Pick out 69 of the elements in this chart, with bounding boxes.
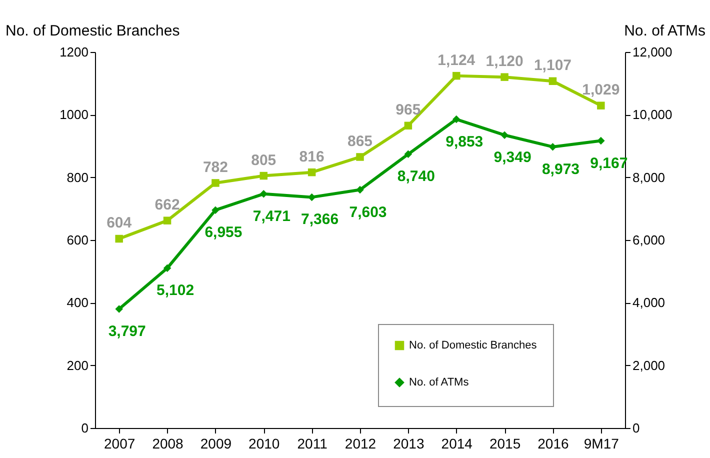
point <box>115 305 123 313</box>
data-label: 865 <box>347 132 373 150</box>
x-tick-label: 2010 <box>248 436 280 452</box>
y2-tick-label: 2,000 <box>632 358 666 373</box>
y2-tick-label: 4,000 <box>632 295 666 310</box>
data-label: 7,471 <box>252 208 290 225</box>
data-label: 1,124 <box>438 52 476 69</box>
data-label: 7,603 <box>349 204 387 221</box>
y2-tick-label: 6,000 <box>632 232 666 248</box>
y2-tick-label: 12,000 <box>632 44 672 60</box>
data-label: 9,853 <box>446 133 484 150</box>
x-tick-label: 9M17 <box>584 436 620 452</box>
y2-tick-label: 8,000 <box>632 170 666 185</box>
data-label: 9,349 <box>494 149 532 166</box>
x-tick-label: 2008 <box>152 436 184 452</box>
legend-label: No. of Domestic Branches <box>409 340 538 352</box>
point <box>356 186 364 194</box>
y-tick-label: 200 <box>66 358 88 373</box>
point <box>308 168 316 176</box>
data-label: 604 <box>106 214 132 232</box>
x-tick-label: 2015 <box>489 436 521 452</box>
point <box>404 122 412 130</box>
x-tick-label: 2014 <box>441 436 473 452</box>
data-label: 782 <box>202 158 228 176</box>
point <box>212 179 220 187</box>
y-tick-label: 400 <box>66 295 88 310</box>
data-label: 1,107 <box>534 57 572 74</box>
point <box>597 136 605 145</box>
y2-axis-title: No. of ATMs <box>624 22 706 40</box>
point <box>404 150 412 158</box>
point <box>356 153 364 161</box>
data-label: 965 <box>396 102 421 119</box>
data-label: 8,973 <box>542 160 580 178</box>
point <box>500 131 508 139</box>
y-tick-label: 800 <box>66 170 88 185</box>
y-tick-label: 1200 <box>60 44 88 60</box>
y2-tick-label: 0 <box>632 420 640 436</box>
data-label: 816 <box>299 148 324 166</box>
data-label: 1,029 <box>582 82 620 99</box>
point <box>115 234 123 243</box>
x-tick-label: 2013 <box>393 436 424 452</box>
point <box>500 73 508 81</box>
data-label: 1,120 <box>486 53 524 70</box>
x-tick-label: 2011 <box>297 436 328 452</box>
y2-tick-label: 10,000 <box>632 107 672 122</box>
point <box>548 77 557 86</box>
point <box>452 115 460 124</box>
data-label: 5,102 <box>156 282 194 300</box>
x-tick-label: 2009 <box>200 436 232 452</box>
legend-label: No. of ATMs <box>409 376 470 388</box>
point <box>597 102 605 110</box>
y-tick-label: 1000 <box>60 107 88 122</box>
point <box>260 172 268 180</box>
data-label: 6,955 <box>204 224 242 242</box>
point <box>452 72 460 80</box>
point <box>163 264 172 272</box>
x-tick-label: 2007 <box>104 436 136 452</box>
data-label: 805 <box>251 152 276 169</box>
point <box>163 216 172 224</box>
data-label: 7,366 <box>301 211 339 228</box>
y-axis-title: No. of Domestic Branches <box>6 22 180 40</box>
y-tick-label: 0 <box>81 420 88 436</box>
data-label: 662 <box>154 196 180 214</box>
x-tick-label: 2016 <box>538 436 570 452</box>
point <box>212 206 220 214</box>
data-label: 8,740 <box>397 168 435 186</box>
data-label: 3,797 <box>108 323 146 340</box>
x-tick-label: 2012 <box>344 436 376 452</box>
y-tick-label: 600 <box>66 232 88 248</box>
